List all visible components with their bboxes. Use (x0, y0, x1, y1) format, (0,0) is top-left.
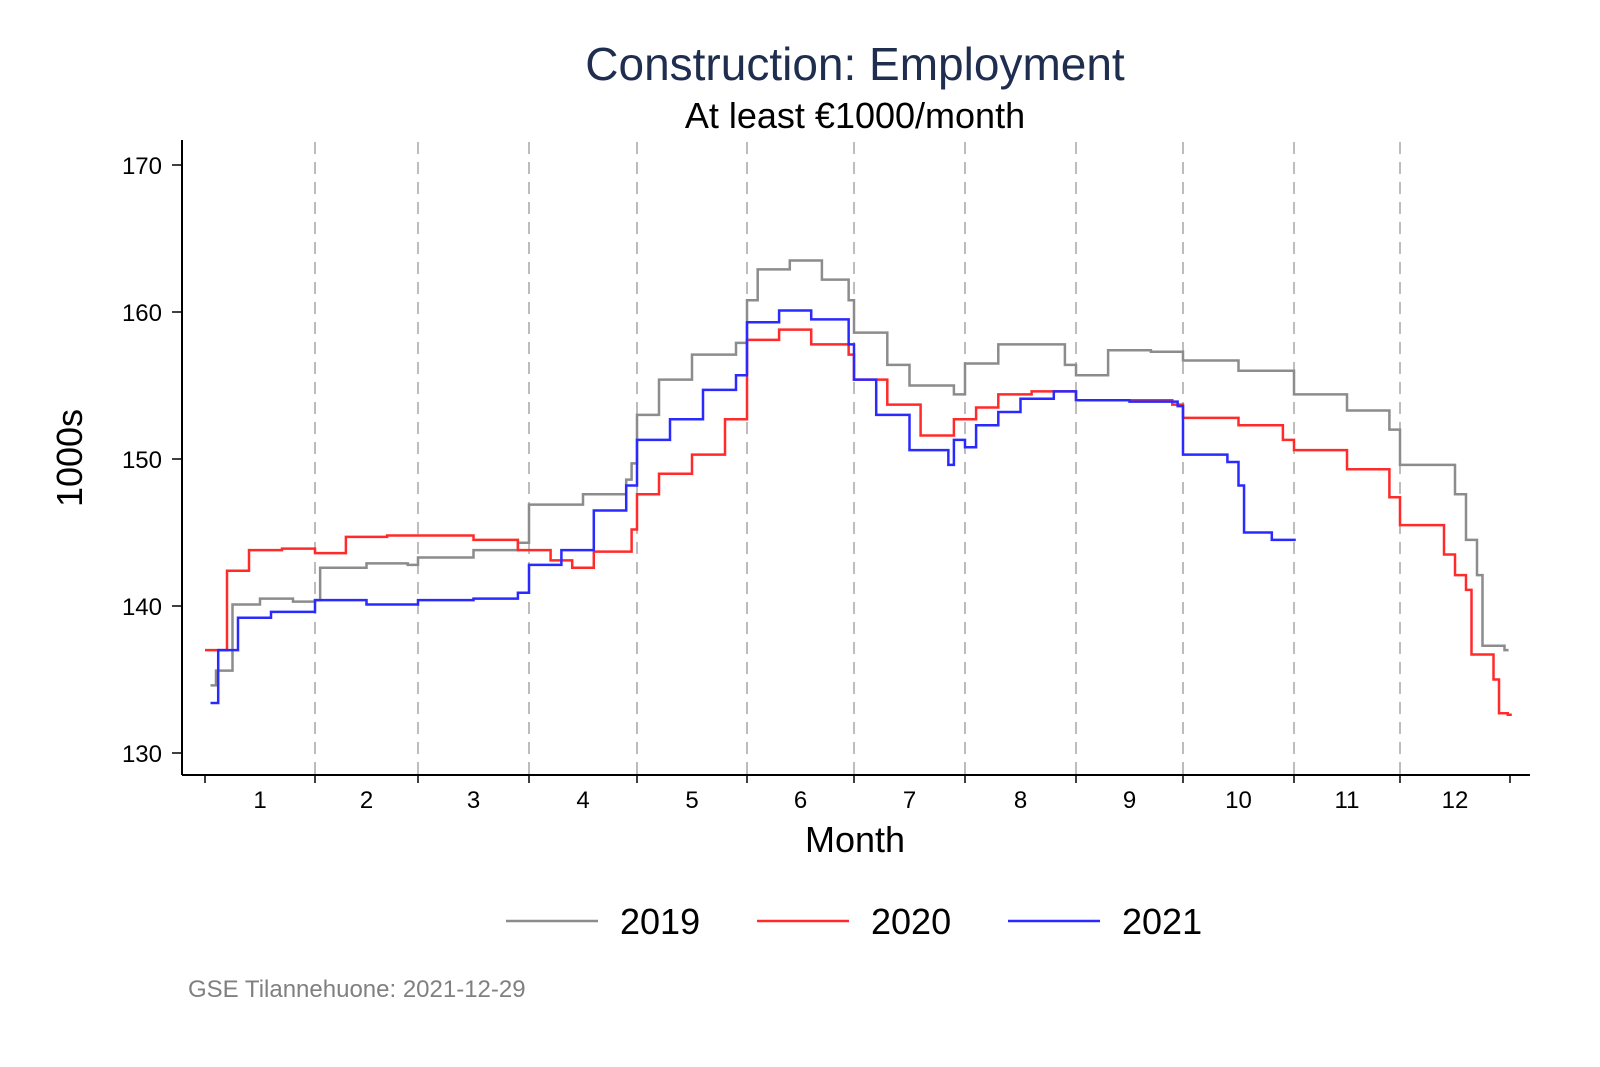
legend-label-2020: 2020 (871, 901, 951, 942)
x-axis-label: Month (805, 819, 905, 860)
chart-title: Construction: Employment (585, 38, 1125, 90)
y-tick-label: 160 (122, 300, 162, 327)
series-line-2020 (205, 328, 1512, 717)
chart-subtitle: At least €1000/month (685, 95, 1025, 136)
y-ticks: 130 140 150 160 170 (122, 153, 182, 768)
month-gridlines (314, 142, 1401, 775)
x-tick-label: 3 (467, 787, 480, 814)
legend-label-2021: 2021 (1122, 901, 1202, 942)
series-line-2021 (210, 309, 1296, 705)
y-tick-label: 130 (122, 741, 162, 768)
x-tick-label: 1 (253, 787, 266, 814)
x-tick-label: 2 (360, 787, 373, 814)
x-ticks: 1 2 3 4 5 6 7 8 9 10 11 12 (204, 775, 1511, 814)
y-axis-label: 1000s (49, 409, 90, 507)
x-tick-label: 5 (685, 787, 698, 814)
source-note: GSE Tilannehuone: 2021-12-29 (188, 976, 526, 1003)
x-tick-label: 4 (576, 787, 589, 814)
x-tick-label: 6 (794, 787, 807, 814)
series-line-2019 (210, 259, 1509, 687)
legend: 2019 2020 2021 (506, 901, 1202, 942)
x-tick-label: 11 (1335, 787, 1360, 814)
legend-label-2019: 2019 (620, 901, 700, 942)
x-tick-label: 8 (1014, 787, 1027, 814)
x-tick-label: 10 (1225, 787, 1252, 814)
y-tick-label: 150 (122, 447, 162, 474)
y-tick-label: 140 (122, 594, 162, 621)
x-tick-label: 9 (1123, 787, 1136, 814)
y-tick-label: 170 (122, 153, 162, 180)
x-tick-label: 12 (1442, 787, 1469, 814)
x-tick-label: 7 (903, 787, 916, 814)
axes (181, 140, 1530, 776)
series-lines (205, 259, 1512, 717)
